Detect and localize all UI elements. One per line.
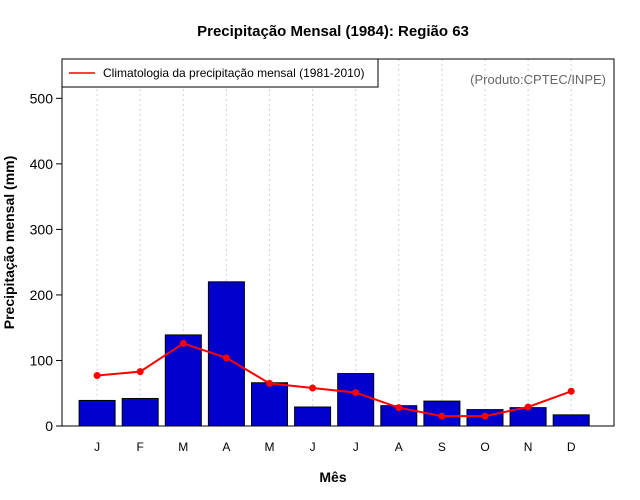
climatology-point (567, 387, 575, 395)
y-tick-label: 400 (30, 156, 54, 172)
climatology-point (481, 412, 489, 420)
y-tick-label: 0 (45, 418, 53, 434)
bar (164, 334, 202, 427)
bar (337, 373, 375, 427)
y-tick-label: 100 (30, 352, 54, 368)
y-tick-label: 300 (30, 221, 54, 237)
legend-box (61, 58, 379, 88)
x-tick-label: A (395, 440, 403, 454)
credit-annotation: (Produto:CPTEC/INPE) (470, 72, 606, 87)
plot-border (61, 58, 615, 427)
climatology-point (179, 339, 187, 347)
legend-entry-climatology: Climatologia da precipitação mensal (198… (103, 66, 364, 80)
bar (78, 399, 116, 427)
legend: Climatologia da precipitação mensal (198… (61, 58, 379, 88)
climatology-line (97, 342, 572, 418)
chart-title: Precipitação Mensal (1984): Região 63 (197, 23, 469, 40)
x-tick-label: M (178, 440, 188, 454)
climatology-point (395, 404, 403, 412)
bar (251, 382, 288, 427)
bar (294, 406, 332, 427)
bar-series (78, 281, 590, 427)
x-tick-label: J (353, 440, 359, 454)
climatology-point (438, 412, 446, 420)
climatology-point (93, 372, 101, 380)
climatology-point (524, 403, 532, 411)
x-tick-label: N (524, 440, 533, 454)
x-tick-label: J (94, 440, 100, 454)
bar (552, 414, 590, 427)
y-tick-label: 500 (30, 90, 54, 106)
x-tick-label: S (438, 440, 446, 454)
bar (121, 397, 159, 427)
y-tick-label: 200 (30, 287, 54, 303)
y-axis-label: Precipitação mensal (mm) (1, 156, 17, 330)
y-axis: 0 100 200 300 400 500 (30, 90, 62, 434)
climatology-point (309, 384, 317, 392)
x-tick-label: J (310, 440, 316, 454)
x-tick-label: O (480, 440, 489, 454)
x-axis-label: Mês (319, 469, 346, 485)
x-tick-label: F (137, 440, 144, 454)
x-tick-label: A (222, 440, 230, 454)
climatology-point (136, 368, 144, 376)
x-tick-label: D (567, 440, 576, 454)
climatology-point (222, 354, 230, 362)
climatology-line-series (93, 339, 575, 420)
x-tick-label: M (265, 440, 275, 454)
climatology-point (266, 379, 273, 387)
climatology-point (352, 389, 360, 397)
